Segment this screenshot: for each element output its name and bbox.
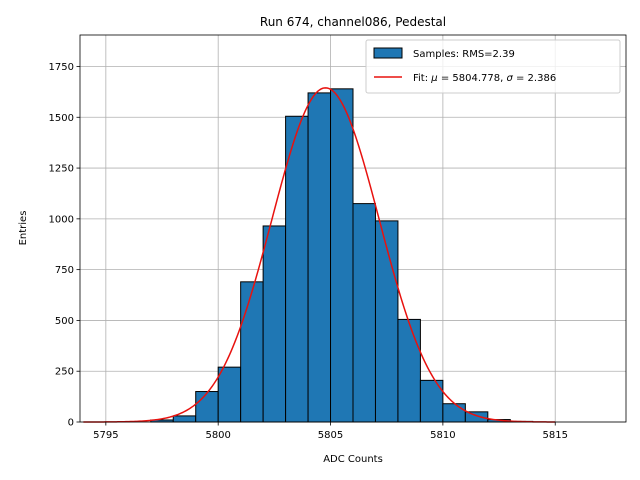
y-tick-label: 1250 <box>49 164 74 175</box>
legend-fit-sigma-symbol: σ <box>506 73 513 84</box>
histogram-bar <box>397 318 421 423</box>
histogram-bar <box>442 403 466 423</box>
histogram-bar <box>330 88 354 423</box>
histogram-bar <box>374 220 399 423</box>
x-tick-label: 5805 <box>318 430 343 441</box>
y-tick-label: 500 <box>55 316 74 327</box>
histogram-bar <box>352 203 376 423</box>
y-tick-label: 250 <box>55 367 74 378</box>
histogram-bar <box>307 92 332 423</box>
x-tick-label: 5800 <box>205 430 230 441</box>
histogram-bars <box>150 88 534 423</box>
fit-curve <box>83 87 556 423</box>
x-tick-label: 5795 <box>93 430 118 441</box>
histogram-bar <box>285 115 309 423</box>
x-axis-label: ADC Counts <box>323 454 383 465</box>
legend-histogram-label: Samples: RMS=2.39 <box>413 49 515 60</box>
legend-fit-mu-symbol: μ <box>430 73 437 84</box>
legend-box <box>365 39 621 94</box>
legend: Samples: RMS=2.39 Fit: μ = 5804.778, σ =… <box>365 39 621 94</box>
y-tick-label: 0 <box>68 418 74 429</box>
legend-fit-sigma-value: = 2.386 <box>513 73 556 84</box>
histogram-bar <box>217 366 242 423</box>
y-tick-label: 1750 <box>49 62 74 73</box>
legend-fit-mu-value: = 5804.778, <box>438 73 507 84</box>
x-tick-label: 5815 <box>542 430 567 441</box>
histogram-bar <box>240 281 264 423</box>
y-tick-label: 1500 <box>49 113 74 124</box>
histogram-bar <box>195 391 219 423</box>
chart-title: Run 674, channel086, Pedestal <box>260 15 446 29</box>
y-tick-label: 750 <box>55 265 74 276</box>
legend-fit-prefix: Fit: <box>413 73 431 84</box>
x-tick-label: 5810 <box>430 430 455 441</box>
y-axis-label: Entries <box>18 211 29 246</box>
legend-histogram-swatch <box>373 47 403 59</box>
plot-frame <box>79 34 627 423</box>
x-axis-ticks: 5795 5800 5805 5810 5815 <box>93 422 568 441</box>
y-axis-ticks: 0 250 500 750 1000 1250 1500 1750 <box>49 62 80 429</box>
histogram-bar <box>172 415 197 423</box>
legend-fit-label: Fit: μ = 5804.778, σ = 2.386 <box>413 73 556 84</box>
histogram-bar <box>262 225 287 423</box>
y-tick-label: 1000 <box>49 214 74 225</box>
